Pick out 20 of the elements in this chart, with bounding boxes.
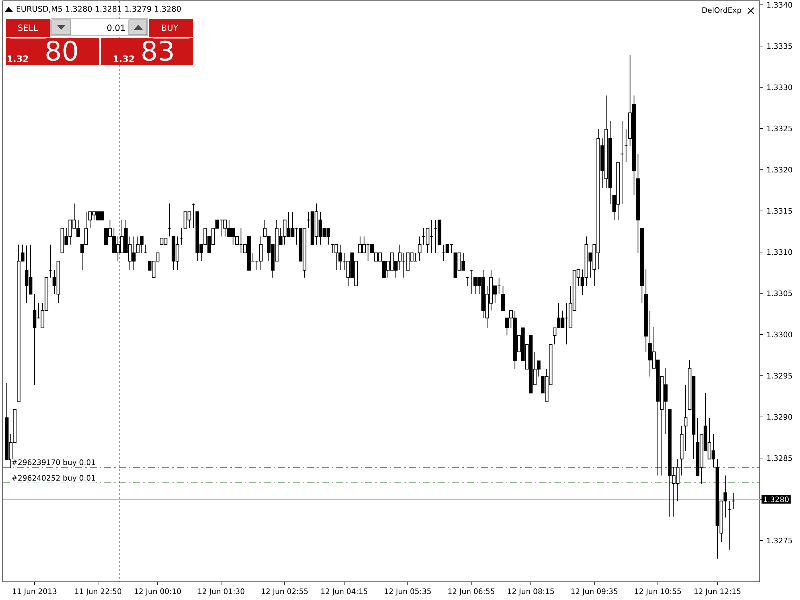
candlestick (418, 236, 422, 262)
candlestick (25, 245, 29, 304)
candlestick (644, 269, 648, 352)
annotation: SELL (18, 24, 38, 32)
annotation: BUY (162, 24, 179, 32)
annotation: 80 (46, 40, 78, 62)
candlestick (632, 95, 636, 196)
annotation: 1.32 (8, 56, 28, 62)
candlestick (648, 310, 652, 378)
candlestick (596, 129, 600, 270)
candlestick (636, 154, 640, 254)
candlestick (482, 270, 486, 319)
candlestick (132, 236, 136, 271)
annotation: 1.32 (114, 56, 134, 62)
candlestick (338, 244, 342, 271)
candlestick (259, 236, 263, 271)
annotation: 0.01 (108, 24, 126, 32)
annotation: 83 (142, 40, 173, 62)
candlestick (32, 294, 37, 386)
candlestick (604, 95, 608, 188)
